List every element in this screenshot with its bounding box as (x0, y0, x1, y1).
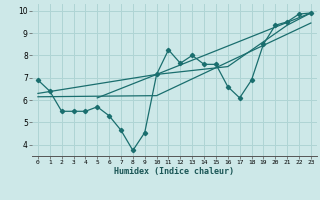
X-axis label: Humidex (Indice chaleur): Humidex (Indice chaleur) (115, 167, 234, 176)
